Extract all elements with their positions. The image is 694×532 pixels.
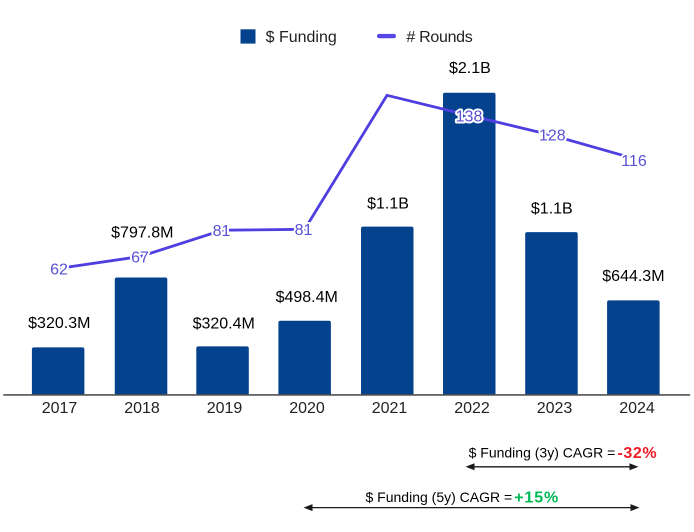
svg-text:$2.1B: $2.1B — [449, 60, 491, 77]
svg-text:2023: 2023 — [537, 400, 573, 417]
svg-text:2022: 2022 — [454, 400, 490, 417]
svg-text:116: 116 — [621, 153, 647, 170]
svg-text:+15%: +15% — [514, 489, 559, 506]
svg-text:81: 81 — [295, 222, 313, 239]
svg-text:-32%: -32% — [618, 445, 658, 462]
svg-text:2024: 2024 — [619, 400, 655, 417]
svg-text:$ Funding (3y) CAGR =: $ Funding (3y) CAGR = — [469, 445, 616, 461]
svg-text:138: 138 — [456, 108, 483, 125]
svg-text:2021: 2021 — [372, 400, 408, 417]
svg-text:62: 62 — [50, 262, 68, 279]
svg-text:2019: 2019 — [207, 400, 243, 417]
svg-text:$498.4M: $498.4M — [276, 289, 338, 306]
svg-text:2018: 2018 — [124, 400, 160, 417]
svg-text:$1.1B: $1.1B — [367, 196, 409, 213]
svg-text:$320.4M: $320.4M — [193, 315, 255, 332]
svg-text:$644.3M: $644.3M — [602, 268, 664, 285]
svg-text:2020: 2020 — [289, 400, 325, 417]
svg-text:81: 81 — [213, 223, 231, 240]
svg-text:$ Funding (5y) CAGR =: $ Funding (5y) CAGR = — [366, 489, 513, 505]
svg-text:67: 67 — [131, 249, 149, 266]
svg-text:$797.8M: $797.8M — [111, 225, 173, 242]
svg-text:$320.3M: $320.3M — [28, 315, 90, 332]
svg-text:2017: 2017 — [42, 400, 78, 417]
svg-text:$ Funding: $ Funding — [266, 29, 337, 46]
svg-text:128: 128 — [539, 128, 566, 145]
svg-text:# Rounds: # Rounds — [406, 29, 472, 46]
svg-text:$1.1B: $1.1B — [531, 201, 573, 218]
